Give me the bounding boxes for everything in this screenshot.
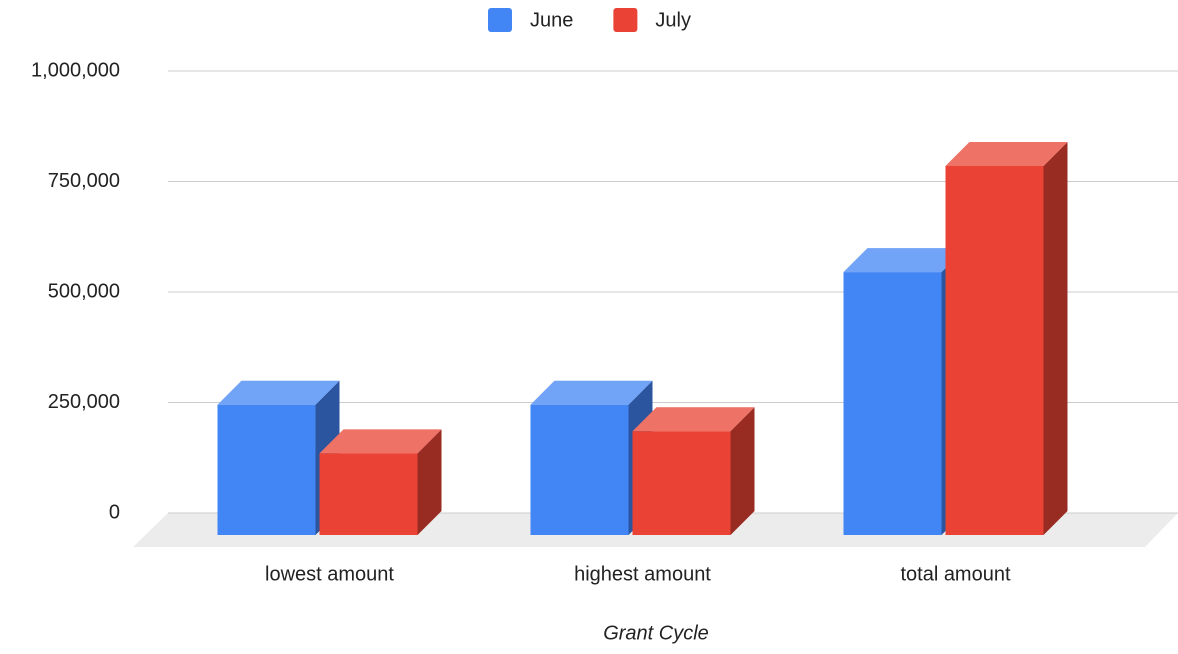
bar-top-shade <box>632 407 755 432</box>
bar-top <box>319 429 442 454</box>
bar-front <box>319 453 418 535</box>
bar-side <box>1043 142 1068 535</box>
bar <box>319 429 442 535</box>
bar-front <box>945 166 1044 535</box>
bar-front <box>632 431 731 535</box>
y-tick-label: 250,000 <box>48 391 120 413</box>
legend-swatch <box>488 8 512 32</box>
bar-top <box>843 248 966 273</box>
x-axis-title: Grant Cycle <box>603 622 709 644</box>
legend-label: July <box>655 9 691 31</box>
x-tick-label: highest amount <box>574 563 711 585</box>
bar <box>945 142 1068 535</box>
bar-top <box>217 380 340 405</box>
bar <box>632 407 755 535</box>
y-tick-label: 0 <box>109 501 120 523</box>
y-tick-label: 1,000,000 <box>31 59 120 81</box>
y-tick-label: 500,000 <box>48 280 120 302</box>
x-tick-label: total amount <box>900 563 1011 585</box>
bar-front <box>530 404 629 535</box>
bar-top-shade <box>843 248 966 273</box>
y-tick-label: 750,000 <box>48 170 120 192</box>
bar-front <box>843 272 942 535</box>
legend-label: June <box>530 9 573 31</box>
bar-side <box>730 407 755 535</box>
bar-top <box>632 407 755 432</box>
bar-top-shade <box>217 380 340 405</box>
bar-side <box>417 429 442 535</box>
bar-top <box>530 380 653 405</box>
x-tick-label: lowest amount <box>265 563 394 585</box>
bar-side-shade <box>1043 142 1068 535</box>
bar-side-shade <box>417 429 442 535</box>
bar-top <box>945 142 1068 167</box>
bar-front <box>217 404 316 535</box>
legend-swatch <box>613 8 638 32</box>
bar-side-shade <box>730 407 755 535</box>
bar-top-shade <box>530 380 653 405</box>
bar-top-shade <box>319 429 442 454</box>
bar-top-shade <box>945 142 1068 167</box>
